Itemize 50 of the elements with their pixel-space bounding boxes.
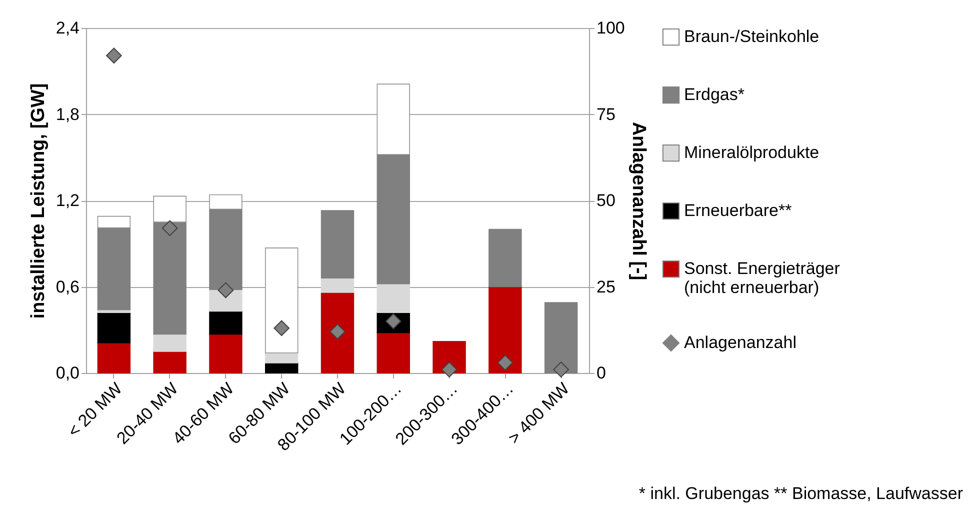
y2-tick-label: 100 xyxy=(596,18,625,38)
y2-tick-label: 75 xyxy=(596,104,616,124)
bar xyxy=(97,342,131,374)
bar xyxy=(320,278,354,293)
bar xyxy=(97,227,131,310)
point xyxy=(106,48,122,64)
point xyxy=(497,354,514,371)
bar xyxy=(97,216,131,228)
bar xyxy=(488,228,522,288)
bar xyxy=(488,286,522,374)
bar xyxy=(153,196,186,222)
bar xyxy=(376,332,410,374)
bar xyxy=(376,283,410,314)
point xyxy=(553,362,569,378)
y2-tick-label: 25 xyxy=(596,277,616,296)
point xyxy=(274,320,290,336)
point xyxy=(218,282,234,298)
bar xyxy=(153,334,186,352)
legend-label: Erneuerbare** xyxy=(684,201,792,220)
bar xyxy=(320,292,354,374)
bar xyxy=(209,310,242,335)
legend-label: Braun-/Steinkohle xyxy=(684,27,820,46)
bar xyxy=(209,194,242,210)
legend-label: Mineralölprodukte xyxy=(684,143,820,162)
bar xyxy=(153,351,186,374)
point xyxy=(330,324,346,340)
y-tick-label: 2,4 xyxy=(56,18,80,38)
y-tick-label: 1,8 xyxy=(56,104,80,124)
bar xyxy=(265,248,298,354)
point xyxy=(441,362,458,378)
bar xyxy=(376,84,410,155)
y-axis-title: installierte Leistung, [GW] xyxy=(28,83,49,319)
legend-label: Sonst. Energieträger (nicht erneuerbar) xyxy=(684,259,840,297)
y-tick-label: 0,0 xyxy=(56,364,80,382)
bar xyxy=(153,222,186,335)
text: * inkl. Grubengas ** Biomasse, Laufwasser xyxy=(638,484,963,504)
bar xyxy=(376,154,410,284)
y2-tick-label: 50 xyxy=(596,191,616,210)
point xyxy=(162,220,178,236)
y-tick-label: 0,6 xyxy=(56,277,80,296)
legend-label: Erdgas* xyxy=(684,85,745,104)
legend-label: Anlagenanzahl xyxy=(684,333,796,352)
y2-axis-title: Anlagenanzahl [-] xyxy=(628,122,649,280)
bar xyxy=(320,210,354,279)
bar xyxy=(265,352,298,364)
bar xyxy=(97,312,131,344)
y2-tick-label: 0 xyxy=(596,364,606,382)
bar xyxy=(209,334,242,374)
bar xyxy=(265,362,298,374)
y-tick-label: 1,2 xyxy=(56,191,80,210)
